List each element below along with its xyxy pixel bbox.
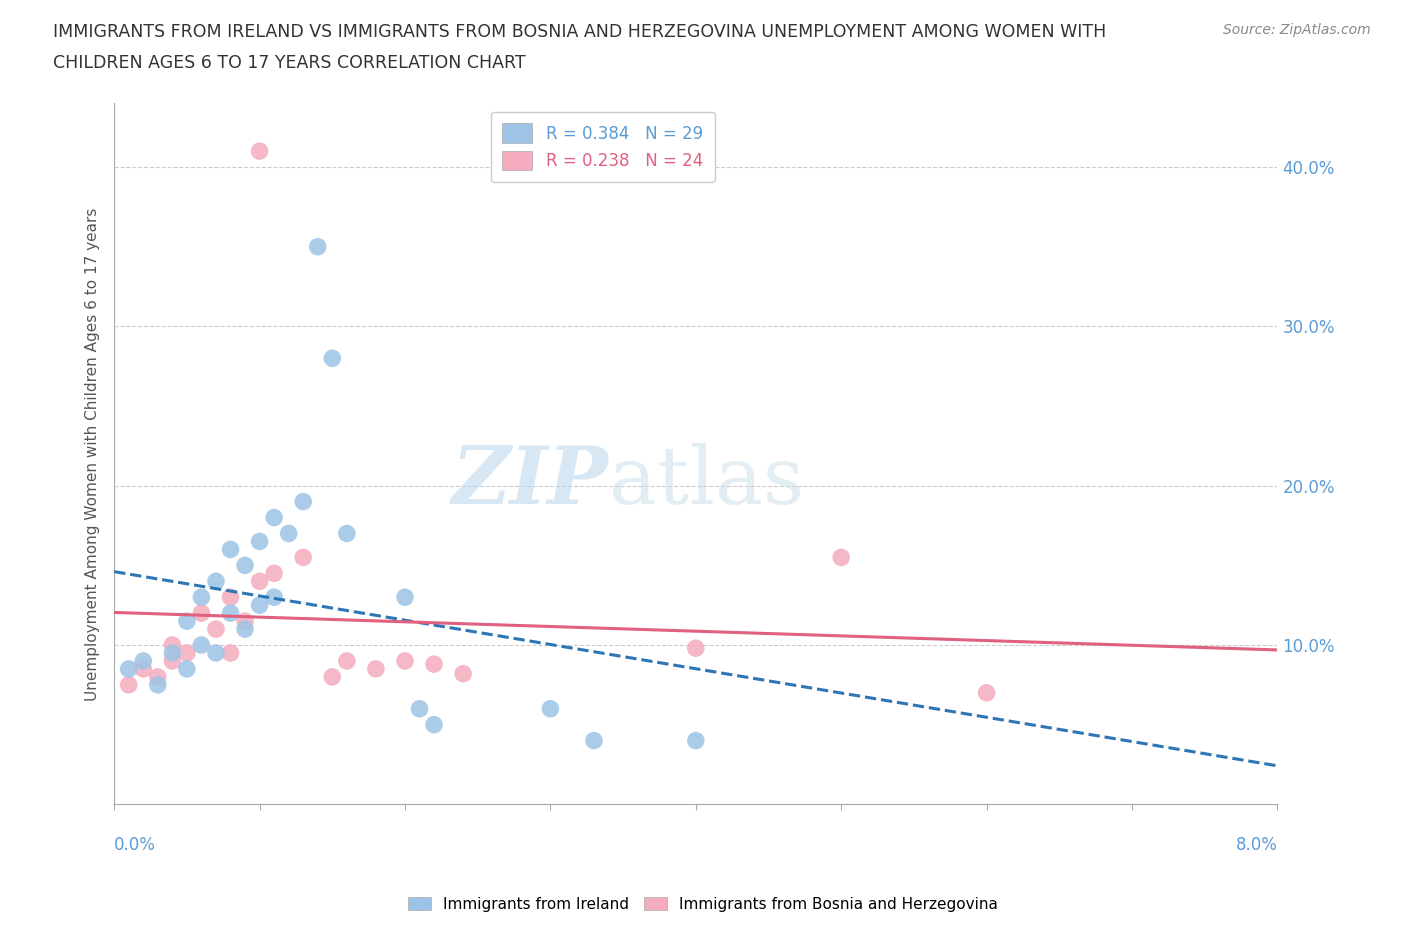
Point <box>336 654 359 669</box>
Point <box>249 574 271 589</box>
Point <box>118 677 141 692</box>
Text: IMMIGRANTS FROM IRELAND VS IMMIGRANTS FROM BOSNIA AND HERZEGOVINA UNEMPLOYMENT A: IMMIGRANTS FROM IRELAND VS IMMIGRANTS FR… <box>53 23 1107 41</box>
Point <box>249 534 271 549</box>
Text: 0.0%: 0.0% <box>114 836 156 854</box>
Point <box>830 550 852 565</box>
Point <box>423 657 446 671</box>
Point <box>205 574 228 589</box>
Point <box>205 621 228 636</box>
Point <box>538 701 561 716</box>
Point <box>190 590 212 604</box>
Point <box>263 511 285 525</box>
Point <box>394 590 416 604</box>
Point <box>336 526 359 541</box>
Point <box>364 661 387 676</box>
Point <box>249 144 271 159</box>
Text: ZIP: ZIP <box>451 443 609 521</box>
Point <box>685 733 707 748</box>
Point <box>132 654 155 669</box>
Point <box>205 645 228 660</box>
Point <box>219 590 242 604</box>
Point <box>976 685 998 700</box>
Point <box>219 605 242 620</box>
Text: 8.0%: 8.0% <box>1236 836 1278 854</box>
Point <box>394 654 416 669</box>
Point <box>249 598 271 613</box>
Point <box>190 638 212 653</box>
Point <box>118 661 141 676</box>
Point <box>292 550 315 565</box>
Point <box>190 605 212 620</box>
Point <box>423 717 446 732</box>
Text: CHILDREN AGES 6 TO 17 YEARS CORRELATION CHART: CHILDREN AGES 6 TO 17 YEARS CORRELATION … <box>53 54 526 72</box>
Point <box>162 645 184 660</box>
Point <box>162 654 184 669</box>
Point <box>132 661 155 676</box>
Point <box>233 558 256 573</box>
Point <box>408 701 430 716</box>
Point <box>176 661 198 676</box>
Point <box>582 733 605 748</box>
Point <box>263 590 285 604</box>
Point <box>321 670 343 684</box>
Point <box>219 542 242 557</box>
Point <box>146 677 169 692</box>
Y-axis label: Unemployment Among Women with Children Ages 6 to 17 years: Unemployment Among Women with Children A… <box>86 207 100 700</box>
Point <box>307 239 329 254</box>
Point <box>233 621 256 636</box>
Text: atlas: atlas <box>609 443 804 521</box>
Point <box>176 645 198 660</box>
Point <box>321 351 343 365</box>
Point <box>146 670 169 684</box>
Text: Source: ZipAtlas.com: Source: ZipAtlas.com <box>1223 23 1371 37</box>
Legend: Immigrants from Ireland, Immigrants from Bosnia and Herzegovina: Immigrants from Ireland, Immigrants from… <box>402 890 1004 918</box>
Point <box>277 526 299 541</box>
Point <box>233 614 256 629</box>
Point <box>176 614 198 629</box>
Legend: R = 0.384   N = 29, R = 0.238   N = 24: R = 0.384 N = 29, R = 0.238 N = 24 <box>491 112 714 182</box>
Point <box>263 565 285 580</box>
Point <box>685 641 707 656</box>
Point <box>219 645 242 660</box>
Point <box>162 638 184 653</box>
Point <box>451 666 474 681</box>
Point <box>292 494 315 509</box>
